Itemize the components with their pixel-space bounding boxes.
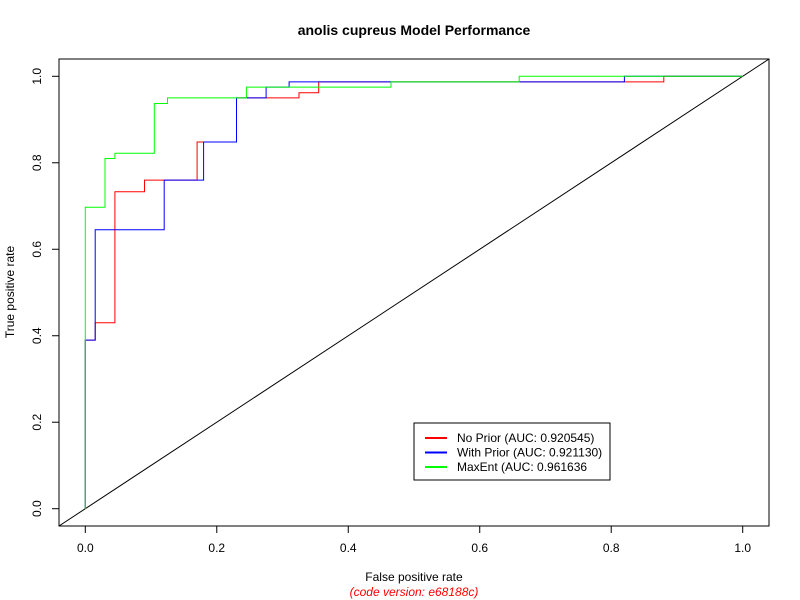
- chart-title: anolis cupreus Model Performance: [298, 22, 531, 38]
- x-tick-label: 0.4: [340, 541, 357, 555]
- axes: 0.0 0.2 0.4 0.6 0.8 1.0 0.0 0.2 0.4 0.6 0.8 1.0: [30, 68, 751, 555]
- series-line-1: [84, 75, 743, 509]
- x-tick-label: 0.8: [603, 541, 620, 555]
- y-tick-label: 0.8: [30, 154, 44, 171]
- reference-diagonal: [58, 58, 770, 527]
- y-tick-label: 0.2: [30, 414, 44, 431]
- legend: No Prior (AUC: 0.920545)With Prior (AUC:…: [413, 422, 611, 481]
- legend-label-3: MaxEnt (AUC: 0.961636: [457, 460, 587, 474]
- y-tick-label: 1.0: [30, 68, 44, 85]
- legend-label-2: With Prior (AUC: 0.921130): [457, 446, 602, 460]
- y-tick-label: 0.0: [30, 500, 44, 517]
- y-tick-label: 0.6: [30, 241, 44, 258]
- code-version-caption: (code version: e68188c): [350, 585, 479, 599]
- x-tick-label: 0.0: [77, 541, 94, 555]
- y-axis-label: True positive rate: [3, 246, 17, 339]
- series-line-3: [84, 75, 743, 509]
- x-tick-label: 0.2: [208, 541, 225, 555]
- x-tick-label: 1.0: [734, 541, 751, 555]
- y-tick-label: 0.4: [30, 327, 44, 344]
- diagonal-line: [58, 58, 770, 527]
- x-axis-label: False positive rate: [365, 570, 463, 584]
- x-tick-label: 0.6: [471, 541, 488, 555]
- legend-label-1: No Prior (AUC: 0.920545): [457, 431, 594, 445]
- series-lines: [84, 75, 743, 509]
